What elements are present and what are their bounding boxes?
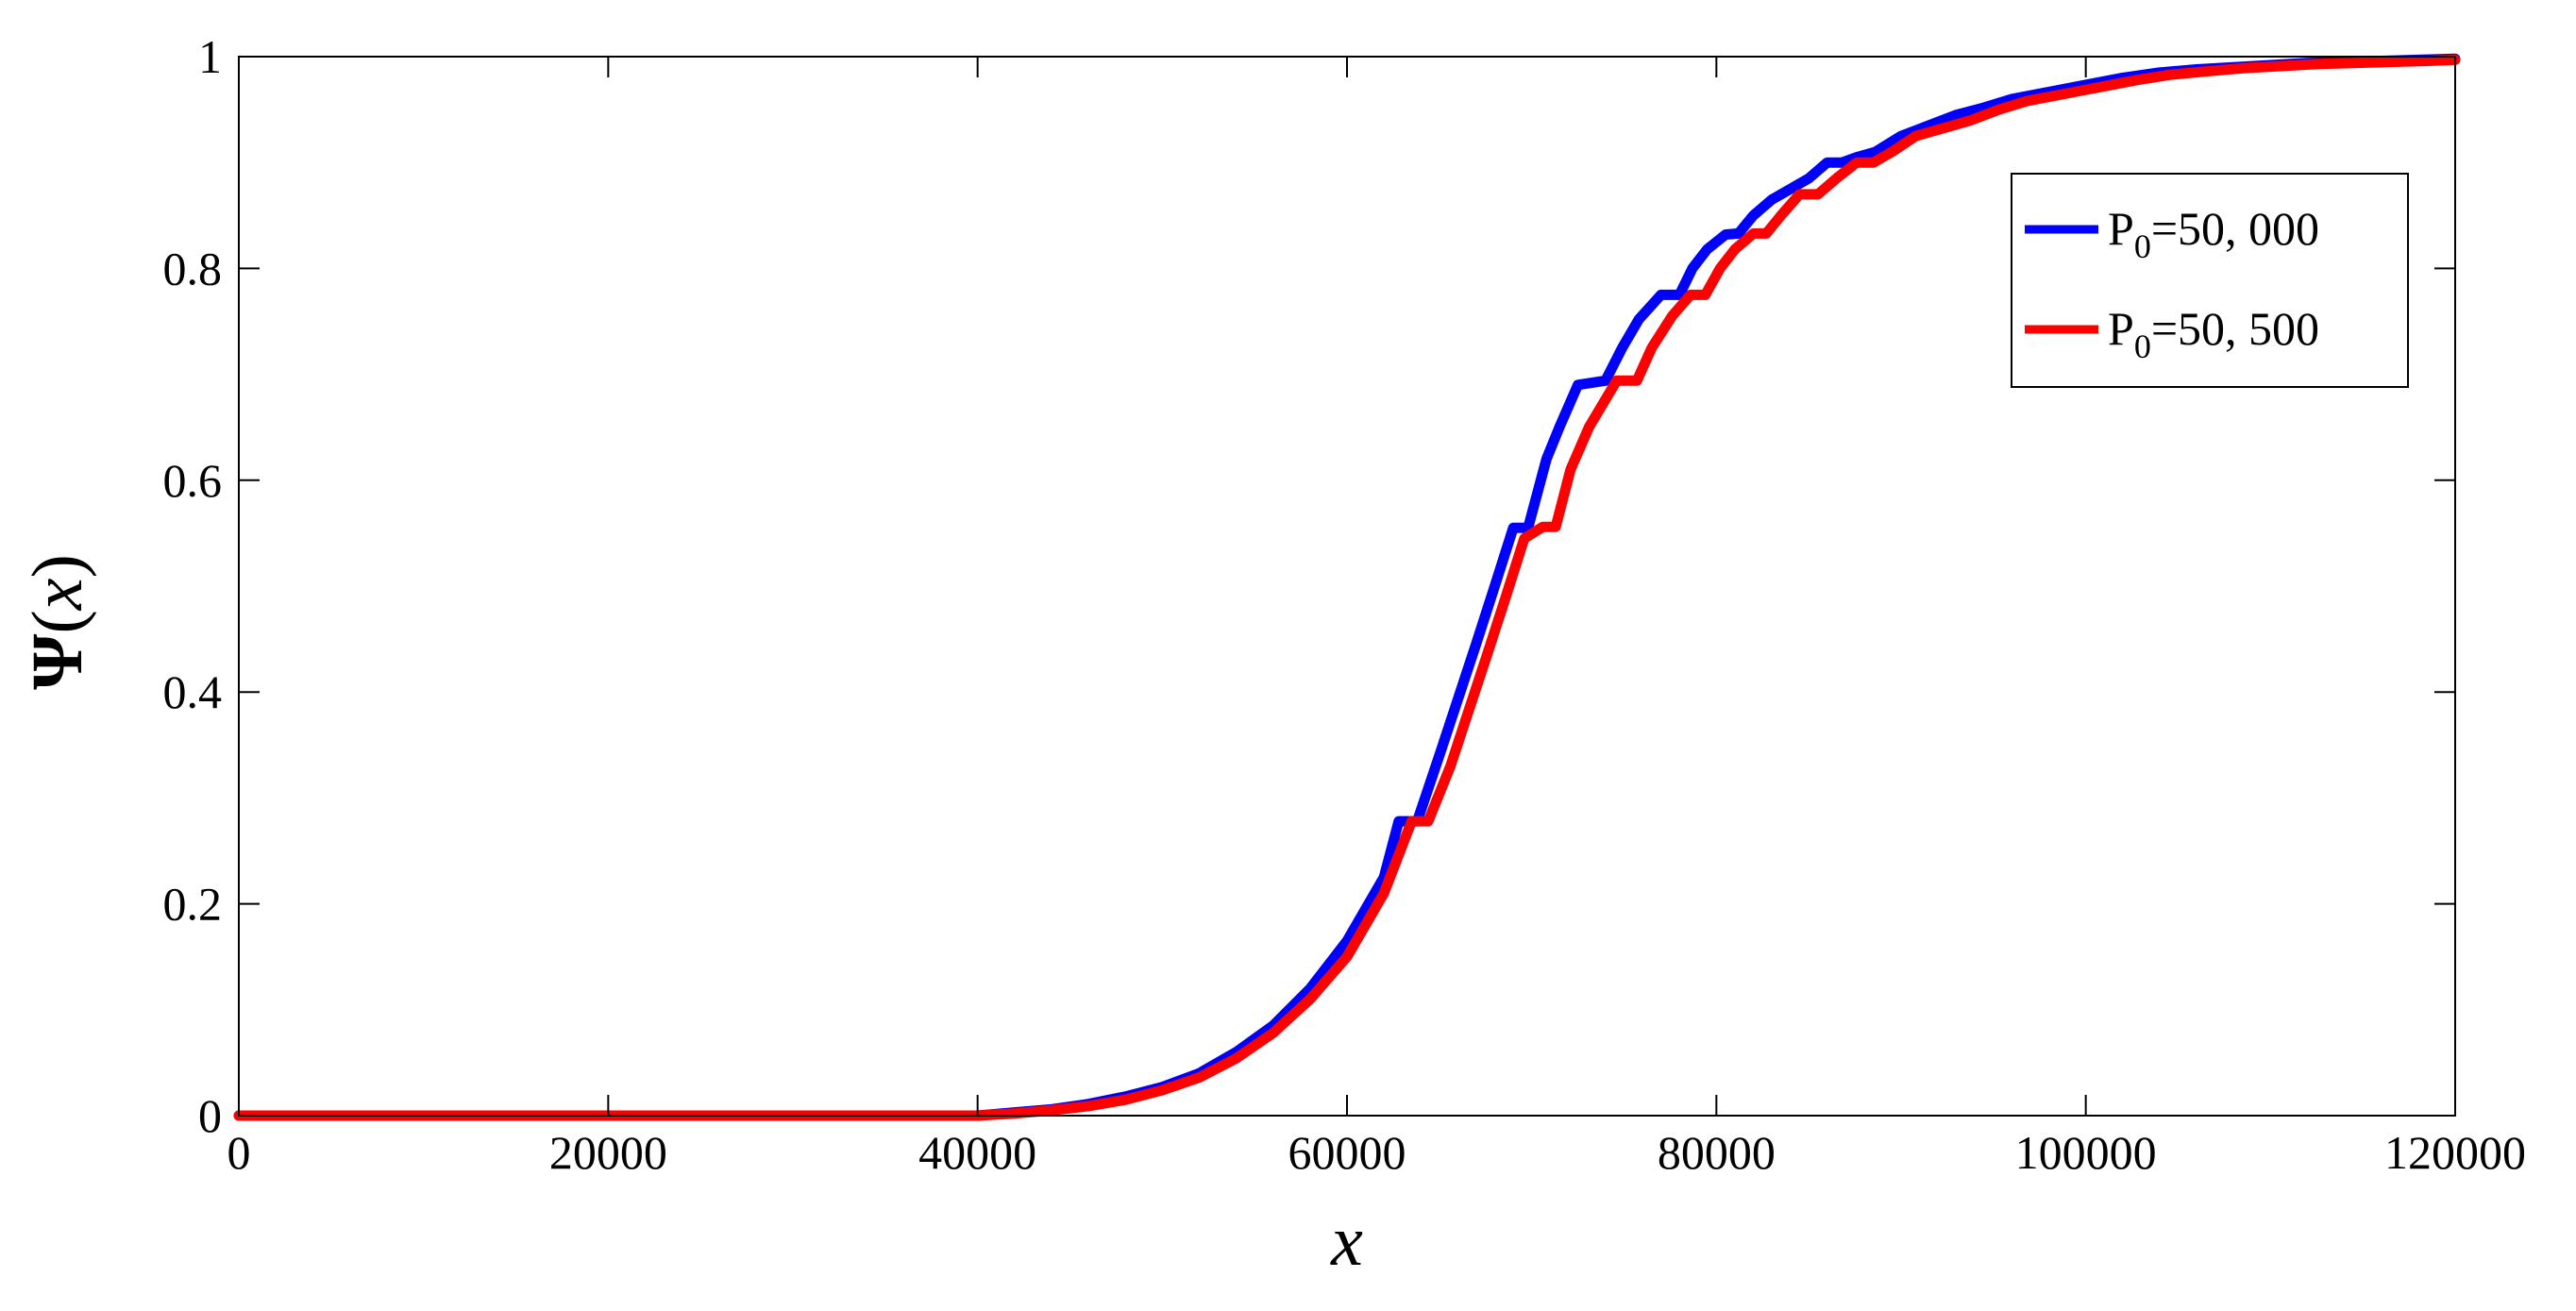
legend-label-series-1: P0=50, 000	[2108, 202, 2319, 265]
ticks-layer: 0 20000 40000 60000 80000 100000 120000 0 0.2 0.4…	[163, 30, 2527, 1179]
x-tick-label: 20000	[549, 1126, 667, 1179]
legend-label-series-1-sub: 0	[2134, 227, 2151, 265]
legend: P0=50, 000 P0=50, 500	[2011, 173, 2409, 388]
x-tick-label: 0	[227, 1126, 251, 1179]
y-axis-title-var: x	[18, 578, 97, 611]
x-tick-label: 120000	[2384, 1126, 2526, 1179]
legend-box	[2011, 173, 2409, 388]
x-tick-label: 100000	[2015, 1126, 2157, 1179]
legend-label-series-2-sub: 0	[2134, 328, 2151, 365]
y-axis-title-open: (	[18, 610, 97, 633]
legend-label-series-1-rest: =50, 000	[2151, 202, 2319, 255]
series-line-2	[233, 54, 2461, 1121]
y-tick-label: 0.6	[163, 454, 223, 507]
legend-label-series-1-base: P	[2108, 202, 2134, 255]
y-tick-label: 0	[198, 1089, 222, 1142]
y-tick-label: 1	[198, 30, 222, 83]
legend-label-series-2-rest: =50, 500	[2151, 302, 2319, 355]
x-tick-label: 80000	[1658, 1126, 1776, 1179]
y-tick-label: 0.2	[163, 878, 223, 931]
x-axis-title: x	[1330, 1202, 1363, 1281]
legend-label-series-2-base: P	[2108, 302, 2134, 355]
y-tick-label: 0.4	[163, 665, 223, 718]
series-layer	[233, 53, 2461, 1121]
legend-label-series-2: P0=50, 500	[2108, 302, 2319, 365]
y-tick-label: 0.8	[163, 242, 223, 294]
y-axis-title-close: )	[18, 554, 97, 578]
x-tick-label: 60000	[1288, 1126, 1406, 1179]
y-axis-title: Ψ(x)	[18, 554, 97, 690]
y-axis-title-symbol: Ψ	[18, 634, 97, 690]
x-tick-label: 40000	[918, 1126, 1036, 1179]
